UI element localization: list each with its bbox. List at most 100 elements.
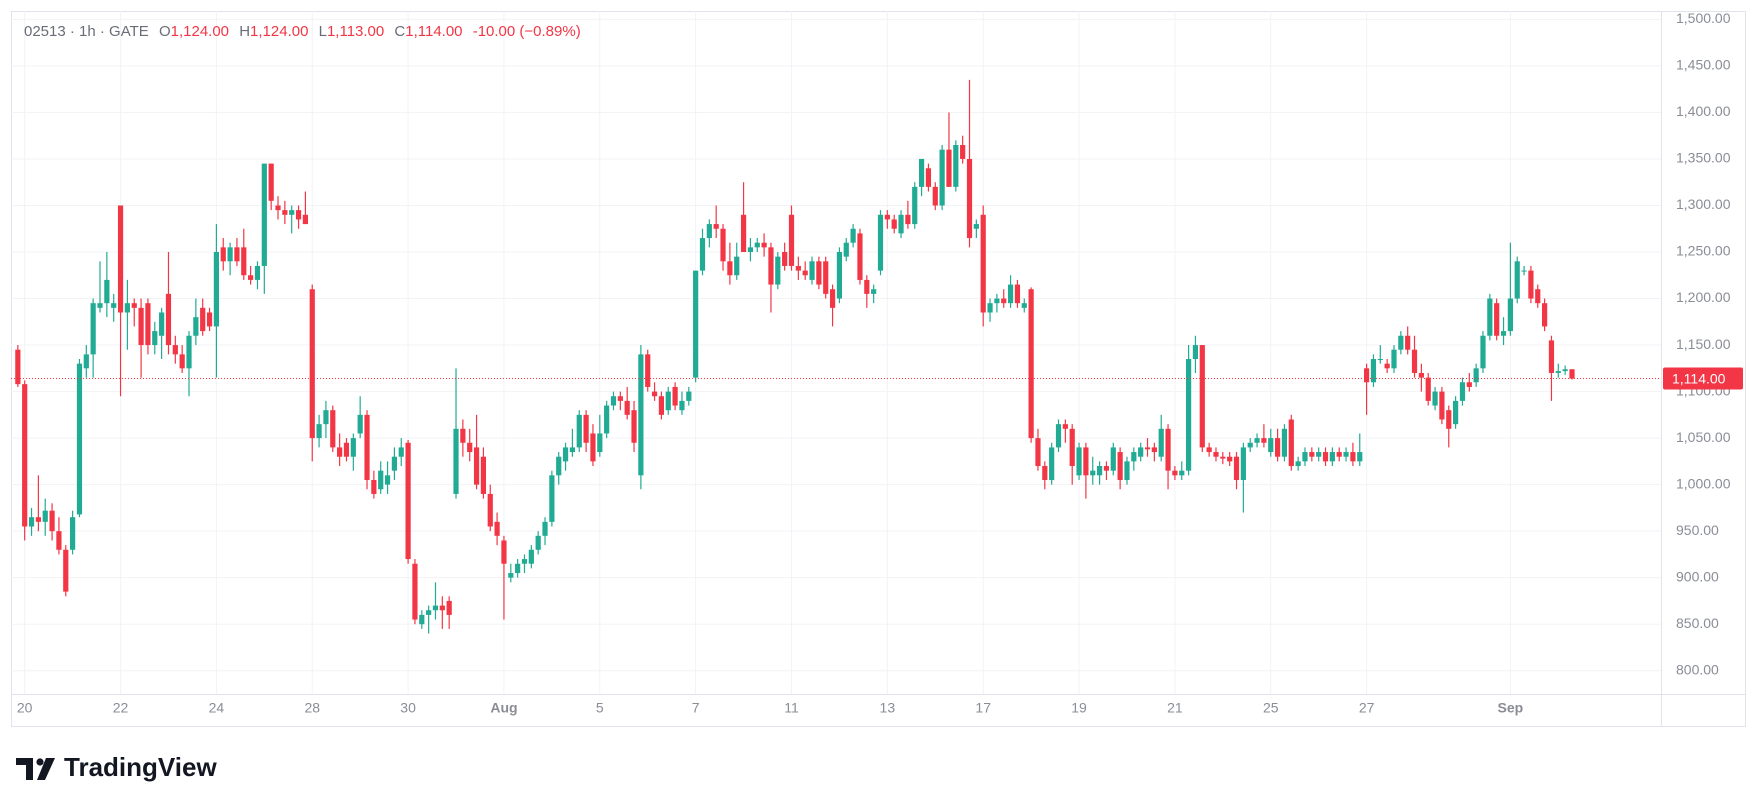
candle-body: [378, 470, 384, 490]
candle-body: [1480, 335, 1486, 369]
candle-body: [1117, 452, 1123, 480]
candle-body: [1007, 284, 1014, 304]
candle-body: [398, 447, 404, 457]
candle-body: [823, 261, 829, 294]
candle-body: [131, 303, 137, 308]
candle-body: [1281, 428, 1288, 457]
candle-body: [432, 605, 439, 611]
candle-body: [1370, 359, 1377, 383]
candle-body: [117, 205, 124, 313]
candle-body: [1432, 391, 1438, 406]
candle-body: [651, 391, 658, 397]
candle-body: [261, 163, 267, 266]
candle-body: [569, 447, 576, 453]
candle-body: [1418, 372, 1424, 378]
candle-body: [528, 549, 534, 564]
candle-body: [124, 303, 130, 313]
candle-body: [1110, 447, 1116, 471]
candle-body: [1528, 270, 1534, 299]
candle-body: [747, 247, 754, 253]
symbol: 02513 · 1h · GATE: [24, 23, 149, 40]
candle-body: [809, 261, 815, 280]
candle-body: [49, 510, 55, 532]
candle-body: [83, 354, 89, 369]
candle-body: [152, 331, 158, 346]
candle-body: [405, 442, 411, 560]
candle-body: [604, 405, 610, 434]
candle-body: [1405, 335, 1411, 350]
candle-body: [939, 149, 945, 206]
candle-body: [1494, 303, 1500, 336]
candle-body: [877, 214, 884, 271]
candle-body: [1350, 452, 1356, 462]
candle-body: [1227, 456, 1233, 462]
candle-body: [1131, 452, 1137, 462]
candle-body: [1487, 298, 1493, 336]
ohlc-value: 1,124.00: [171, 23, 229, 40]
candle-body: [1261, 438, 1267, 443]
candle-body: [1309, 452, 1315, 457]
x-tick-label: 7: [692, 700, 700, 716]
y-tick-label: 1,050.00: [1676, 429, 1731, 445]
candle-body: [337, 447, 343, 457]
candle-body: [645, 354, 651, 387]
candle-body: [918, 158, 925, 187]
candle-body: [460, 428, 466, 443]
last-price-badge: [1663, 367, 1743, 390]
ohlc-value: 1,114.00: [405, 23, 462, 40]
candle-body: [768, 247, 774, 285]
ohlc-value: 1,113.00: [327, 23, 384, 40]
candle-body: [973, 224, 979, 229]
candle-body: [1439, 391, 1445, 420]
candle-body: [740, 214, 747, 253]
candle-body: [1548, 340, 1555, 373]
candle-body: [439, 605, 445, 611]
candle-body: [186, 335, 192, 369]
y-tick-label: 1,000.00: [1676, 475, 1731, 491]
candle-body: [535, 535, 541, 550]
candle-body: [1124, 461, 1130, 480]
candle-body: [446, 600, 452, 615]
candle-body: [76, 363, 83, 515]
candle-body: [898, 214, 904, 234]
candle-body: [699, 238, 706, 271]
candle-body: [884, 214, 890, 220]
candle-body: [289, 210, 295, 215]
candle-body: [104, 279, 110, 304]
candle-body: [1466, 382, 1472, 387]
candle-body: [1014, 284, 1021, 304]
legend: 02513 · 1h · GATE O1,124.00 H1,124.00 L1…: [24, 23, 581, 40]
candle-body: [1329, 452, 1335, 462]
candle-body: [1535, 289, 1541, 304]
x-tick-label: 13: [880, 700, 896, 716]
candle-body: [782, 252, 788, 266]
x-tick-label: 30: [400, 700, 416, 716]
candle-body: [1562, 369, 1568, 372]
candle-body: [309, 289, 315, 439]
candle-body: [816, 261, 822, 285]
candle-body: [720, 228, 726, 262]
candle-body: [761, 242, 767, 248]
y-tick-label: 850.00: [1676, 615, 1719, 631]
candle-body: [419, 614, 425, 625]
candle-body: [343, 442, 350, 457]
x-tick-label: 27: [1359, 700, 1375, 716]
y-tick-label: 1,500.00: [1676, 10, 1731, 26]
ohlc-label: L: [319, 23, 327, 40]
candle-body: [1384, 363, 1390, 369]
candle-body: [1083, 447, 1089, 476]
candle-body: [617, 396, 623, 401]
candle-body: [905, 214, 911, 225]
candle-body: [1049, 447, 1055, 480]
candle-body: [241, 247, 247, 276]
candle-body: [994, 298, 1000, 304]
candle-body: [857, 233, 863, 280]
candle-body: [966, 158, 973, 239]
candle-body: [864, 279, 870, 294]
y-tick-label: 1,300.00: [1676, 196, 1731, 212]
candle-body: [1343, 452, 1349, 457]
x-tick-label: 21: [1167, 700, 1183, 716]
chart-frame: [11, 11, 1746, 727]
candle-body: [275, 205, 281, 211]
candle-body: [330, 410, 336, 448]
